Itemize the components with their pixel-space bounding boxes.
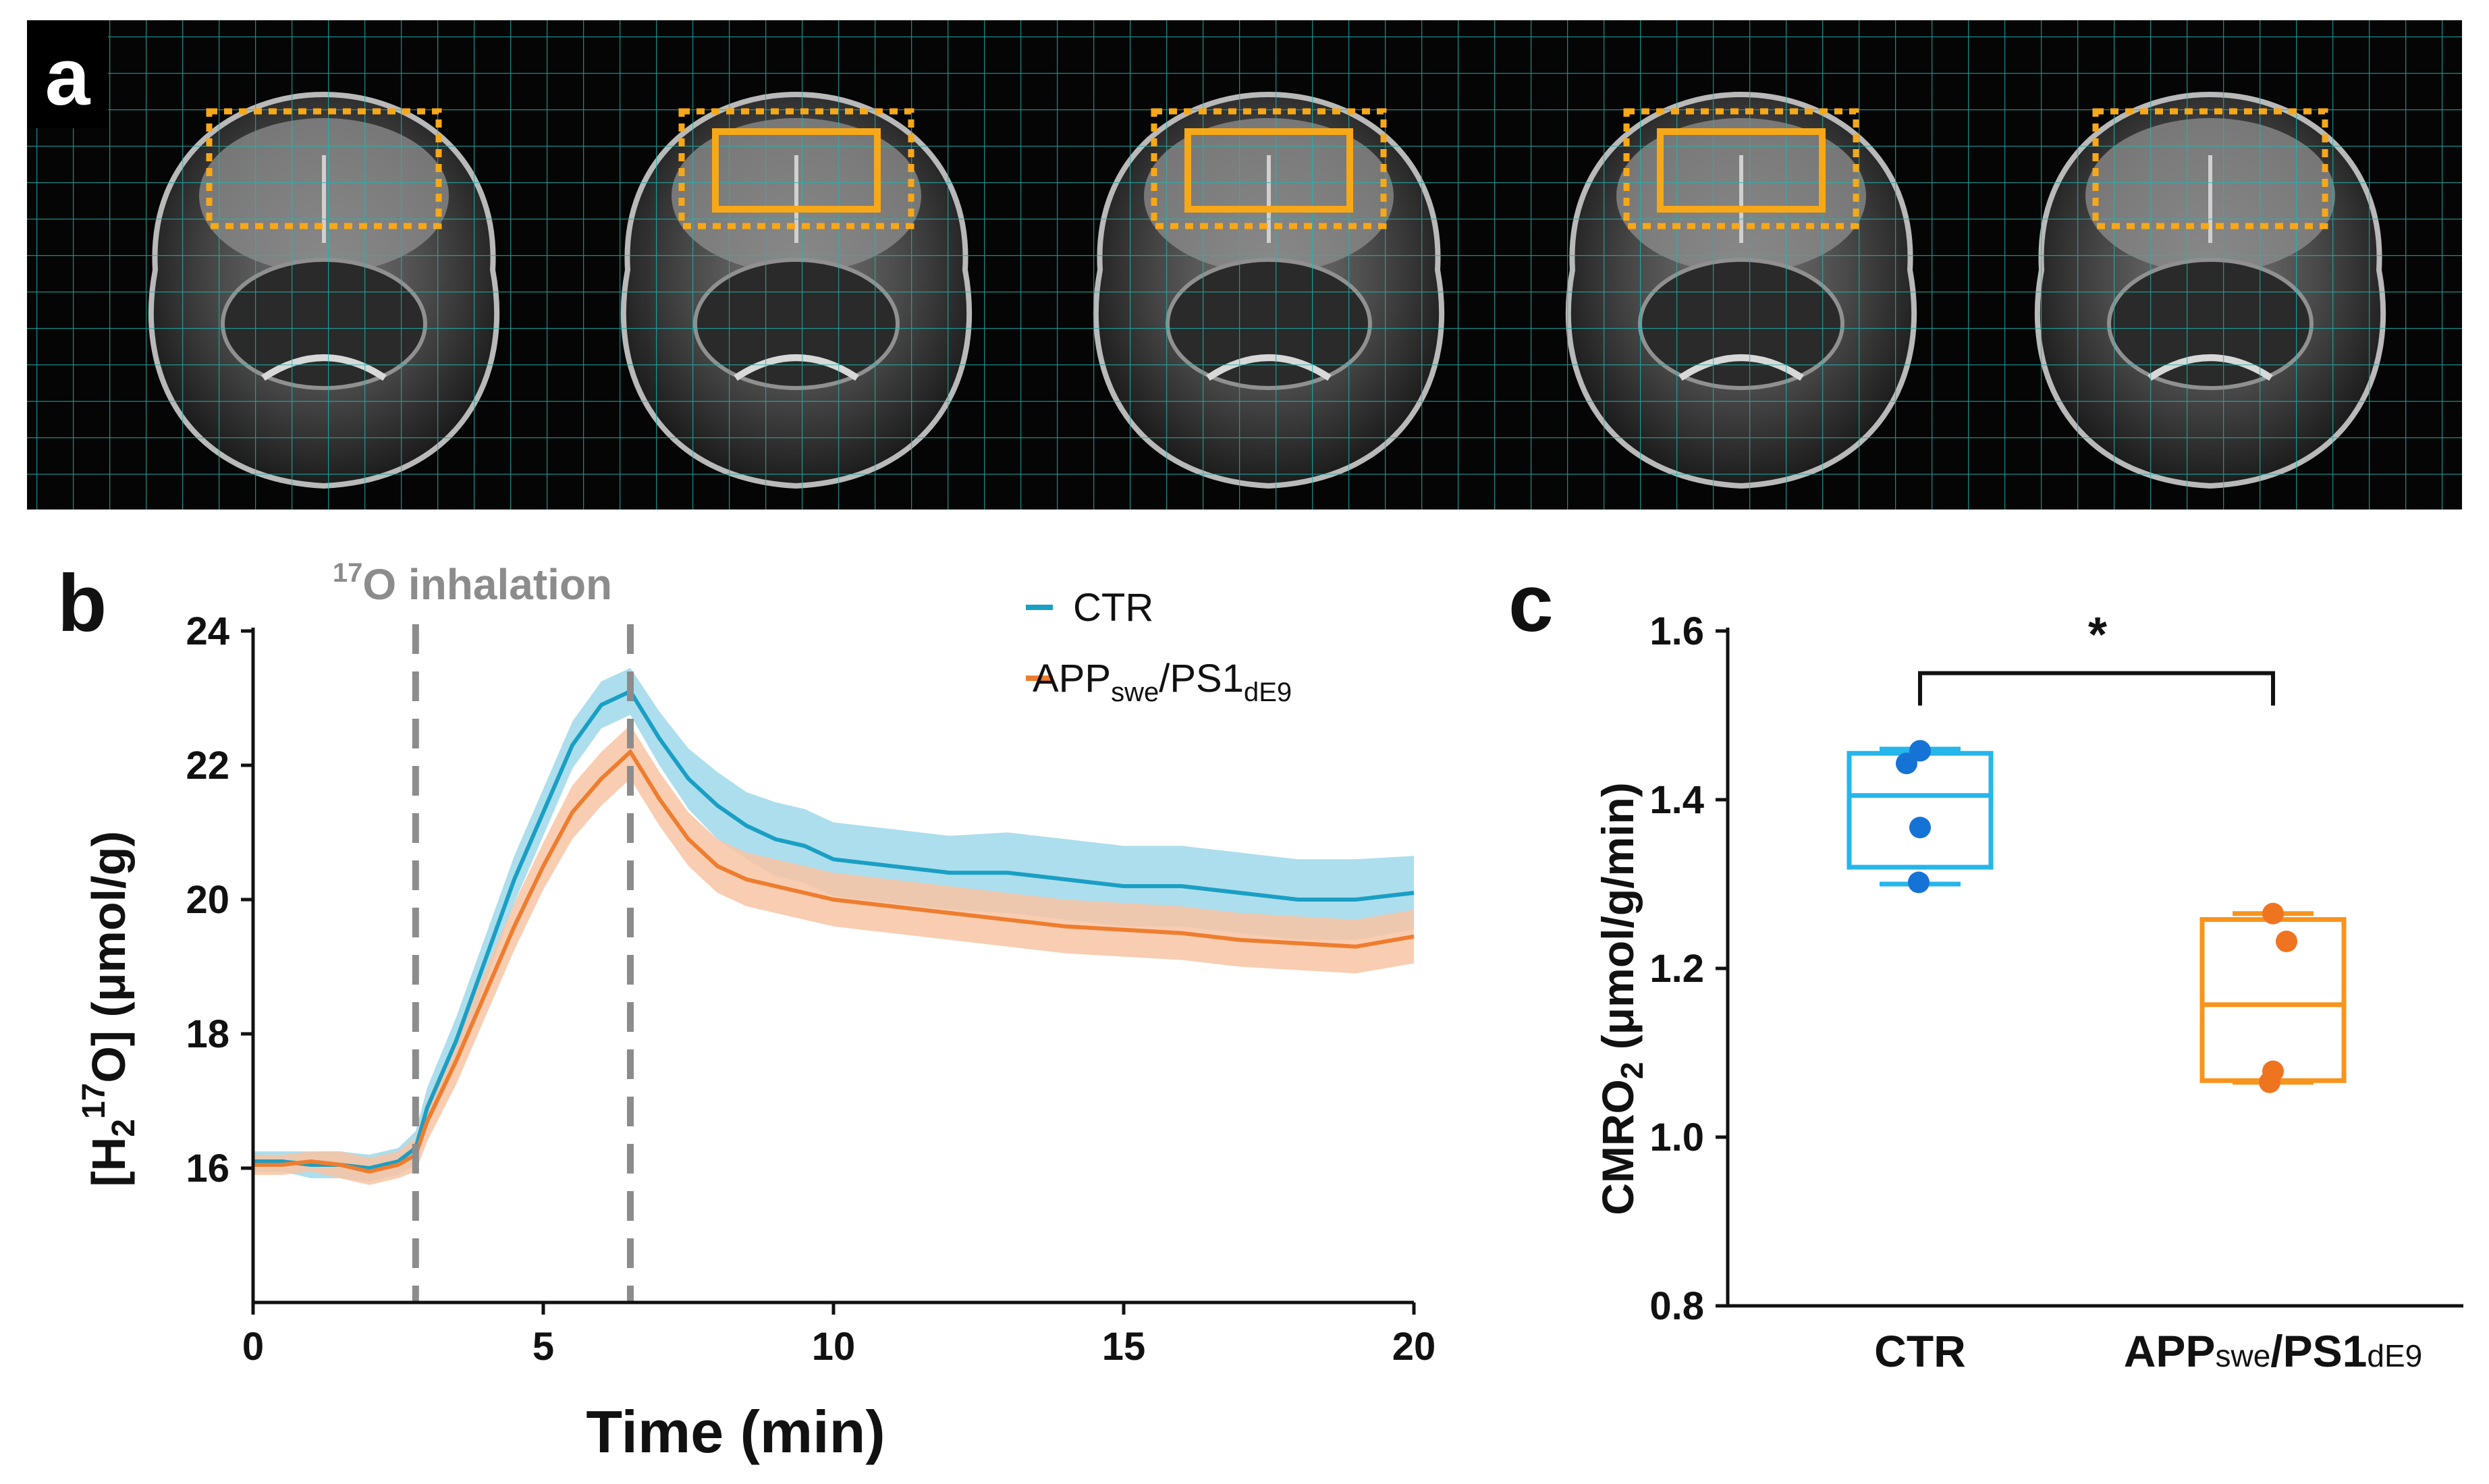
data-point <box>2276 931 2297 952</box>
ctr-series-line <box>253 688 1415 1171</box>
c-axes: 0.8 1.0 1.2 1.4 1.6 <box>1649 609 2463 1328</box>
roi-dotted-2 <box>678 108 914 229</box>
c-y-tick-label: 1.2 <box>1649 947 1704 991</box>
roi-rectangles <box>206 108 2328 229</box>
significance-star: * <box>2088 608 2107 662</box>
b-y-tick-label: 18 <box>186 1012 229 1056</box>
roi-dotted-4 <box>1623 108 1859 229</box>
b-y-tick-label: 16 <box>186 1147 229 1190</box>
b-y-axis-label: [H217O] (μmol/g) <box>76 831 142 1186</box>
data-point <box>1909 740 1931 762</box>
data-point <box>1896 752 1917 775</box>
data-point <box>1908 871 1930 894</box>
roi-dotted-5 <box>2092 108 2328 229</box>
b-x-axis-label: Time (min) <box>586 1398 885 1465</box>
panel-a: a <box>27 20 2462 510</box>
inhalation-annotation: 17O inhalation <box>333 558 612 609</box>
b-x-tick-label: 0 <box>242 1325 264 1369</box>
b-x-tick-label: 5 <box>532 1325 554 1369</box>
panel-b: b 17O inhalation 0 5 10 15 20 16 18 20 22 24 CTR … <box>57 558 1435 1465</box>
app-series-line <box>253 748 1415 1174</box>
panel-label-b: b <box>57 558 107 649</box>
data-point <box>1909 817 1931 839</box>
data-point <box>2262 902 2284 925</box>
c-x-tick-label-ctr: CTR <box>1874 1326 1966 1376</box>
roi-solid-4 <box>1657 128 1826 213</box>
roi-solid-2 <box>712 128 881 213</box>
mri-grid-overlay <box>27 20 2462 510</box>
c-y-tick-label: 0.8 <box>1649 1284 1704 1328</box>
b-x-tick-label: 10 <box>812 1325 856 1369</box>
panel-label-c: c <box>1508 558 1554 649</box>
b-x-tick-label: 15 <box>1102 1325 1146 1369</box>
roi-dotted-3 <box>1151 108 1387 229</box>
b-lines <box>253 688 1415 1174</box>
roi-solid-3 <box>1184 128 1353 213</box>
b-vlines <box>412 624 634 1302</box>
box-iqr <box>1847 750 1994 870</box>
b-y-tick-label: 22 <box>186 744 229 788</box>
legend-label-app: APPswe/PS1dE9 <box>1033 657 1292 707</box>
ctr-sem-band <box>253 667 1414 1182</box>
panel-c: c 0.8 1.0 1.2 1.4 1.6 * CTR APPswe/PS1dE9 CM… <box>1508 558 2463 1376</box>
box-app <box>2199 902 2347 1093</box>
b-bands <box>253 667 1414 1185</box>
panel-a-label-bg <box>27 20 108 128</box>
b-y-tick-label: 20 <box>186 878 229 922</box>
data-point <box>2259 1071 2280 1093</box>
c-y-tick-label: 1.6 <box>1649 609 1704 653</box>
c-boxes <box>1847 671 2347 1093</box>
legend-label-ctr: CTR <box>1073 586 1153 630</box>
box-ctr <box>1847 740 1994 894</box>
significance-bracket <box>1918 671 2275 706</box>
b-x-tick-label: 20 <box>1392 1325 1436 1369</box>
app-sem-band <box>253 725 1414 1185</box>
c-y-tick-label: 1.4 <box>1649 778 1704 822</box>
c-x-tick-label-app: APPswe/PS1dE9 <box>2124 1326 2422 1376</box>
c-y-tick-label: 1.0 <box>1649 1116 1704 1159</box>
b-legend: CTR APPswe/PS1dE9 <box>1026 586 1292 707</box>
panel-label-a: a <box>45 32 91 122</box>
roi-dotted-1 <box>206 108 442 229</box>
box-iqr <box>2199 917 2347 1083</box>
c-y-axis-label: CMRO2 (μmol/g/min) <box>1593 782 1649 1215</box>
b-y-tick-label: 24 <box>186 609 229 653</box>
b-axes: 0 5 10 15 20 16 18 20 22 24 <box>186 609 1435 1369</box>
